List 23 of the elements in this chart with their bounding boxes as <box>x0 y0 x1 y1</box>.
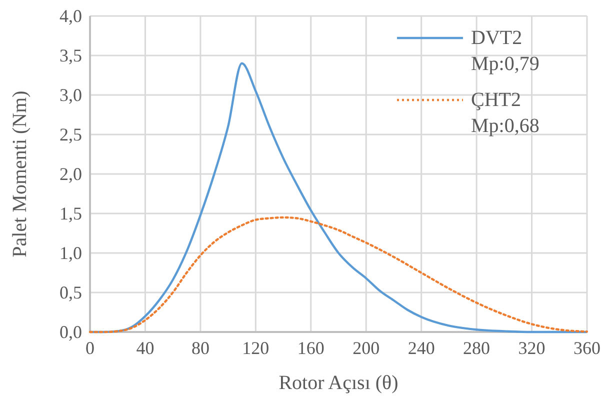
y-tick-label: 0,5 <box>60 282 82 302</box>
x-tick-label: 320 <box>518 338 546 358</box>
y-tick-label: 3,0 <box>60 85 82 105</box>
y-tick-label: 4,0 <box>60 6 82 26</box>
x-tick-label: 40 <box>136 338 154 358</box>
legend-label: DVT2 Mp:0,79 <box>471 27 540 75</box>
x-tick-label: 280 <box>463 338 490 358</box>
x-tick-label: 160 <box>297 338 324 358</box>
y-axis-title: Palet Momenti (Nm) <box>9 90 31 258</box>
legend-label: ÇHT2 Mp:0,68 <box>471 89 540 137</box>
x-tick-label: 240 <box>408 338 435 358</box>
x-tick-label: 120 <box>242 338 270 358</box>
x-axis-title: Rotor Açısı (θ) <box>278 372 398 394</box>
y-tick-label: 0,0 <box>60 322 82 342</box>
x-tick-label: 360 <box>574 338 600 358</box>
x-tick-label: 80 <box>191 338 210 358</box>
y-tick-label: 3,5 <box>60 46 82 66</box>
y-tick-label: 1,5 <box>60 204 82 224</box>
x-tick-label: 0 <box>86 338 94 358</box>
x-tick-label: 200 <box>352 338 380 358</box>
y-tick-label: 1,0 <box>60 243 82 263</box>
y-tick-label: 2,5 <box>60 124 82 144</box>
y-tick-label: 2,0 <box>60 164 82 184</box>
